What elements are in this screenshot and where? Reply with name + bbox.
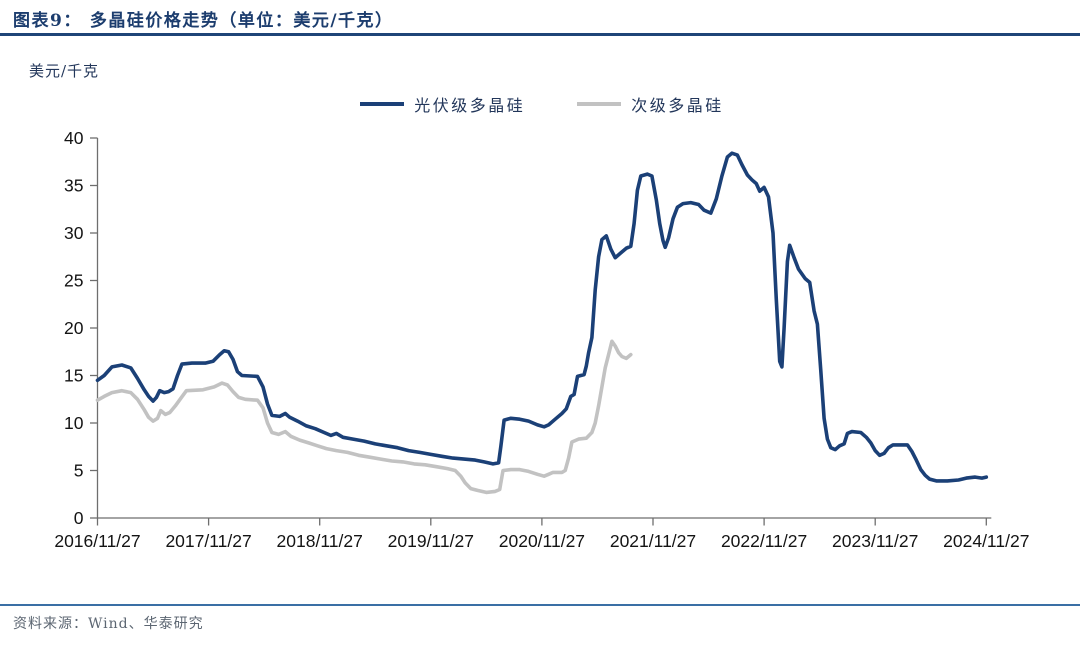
y-tick-label: 35 (64, 176, 83, 196)
y-axis-unit-label: 美元/千克 (29, 62, 100, 80)
legend-swatch-secondary-grade (577, 102, 622, 106)
chart-legend: 光伏级多晶硅 次级多晶硅 (98, 92, 986, 116)
x-tick-label: 2023/11/27 (832, 531, 918, 551)
series-line-secondary-grade (95, 339, 633, 495)
figure-number: 图表9： (13, 11, 82, 31)
x-tick-label: 2022/11/27 (721, 531, 807, 551)
axis-lines (96, 138, 992, 519)
x-tick-label: 2024/11/27 (943, 531, 1029, 551)
legend-item-pv-grade: 光伏级多晶硅 (360, 92, 525, 116)
x-tick-label: 2021/11/27 (610, 531, 696, 551)
y-tick-label: 30 (64, 223, 84, 243)
x-tick-label: 2020/11/27 (499, 531, 585, 551)
x-tick-label: 2018/11/27 (277, 531, 363, 551)
y-tick-label: 5 (74, 461, 84, 481)
y-tick-label: 40 (64, 128, 84, 148)
figure-title: 图表9： 多晶硅价格走势（单位：美元/千克） (13, 6, 394, 31)
legend-swatch-pv-grade (360, 102, 405, 106)
legend-label-pv-grade: 光伏级多晶硅 (414, 96, 526, 115)
x-tick-label: 2017/11/27 (165, 531, 251, 551)
footer-divider (0, 604, 1080, 606)
legend-label-secondary-grade: 次级多晶硅 (631, 96, 724, 115)
x-tick-label: 2019/11/27 (388, 531, 474, 551)
series-line-pv-grade (95, 151, 989, 483)
title-divider (0, 33, 1080, 36)
y-tick-label: 0 (74, 508, 84, 528)
x-tick-label: 2016/11/27 (54, 531, 140, 551)
y-tick-label: 10 (64, 413, 84, 433)
y-tick-label: 20 (64, 318, 84, 338)
figure-title-text: 多晶硅价格走势（单位：美元/千克） (89, 11, 394, 31)
legend-item-secondary-grade: 次级多晶硅 (577, 92, 724, 116)
y-tick-label: 15 (64, 366, 83, 386)
y-tick-label: 25 (64, 271, 83, 291)
data-source-note: 资料来源：Wind、华泰研究 (13, 616, 204, 632)
